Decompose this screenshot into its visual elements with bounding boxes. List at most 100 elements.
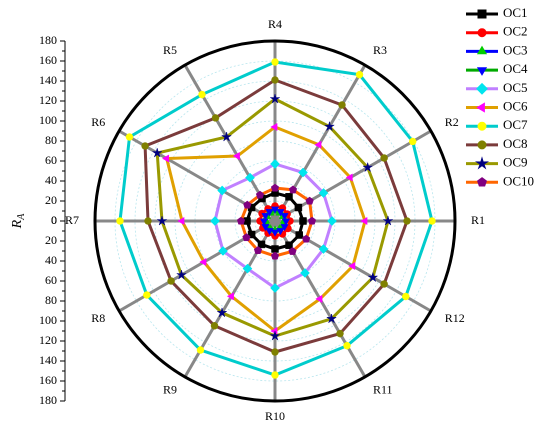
- y-tick-label: 20: [45, 193, 57, 207]
- axis-label: R3: [373, 43, 387, 57]
- marker: [298, 167, 308, 178]
- marker: [270, 251, 280, 260]
- marker: [295, 231, 303, 239]
- marker: [245, 172, 255, 183]
- marker: [141, 142, 149, 150]
- marker: [285, 241, 293, 249]
- marker: [318, 188, 329, 198]
- marker: [403, 217, 411, 225]
- marker: [408, 137, 417, 146]
- y-tick-label: 60: [45, 153, 57, 167]
- marker: [270, 283, 280, 293]
- marker: [243, 200, 252, 209]
- marker: [299, 217, 307, 225]
- y-tick-label: 180: [39, 33, 57, 47]
- y-tick-label: 20: [45, 233, 57, 247]
- legend-label: OC10: [503, 173, 534, 188]
- marker: [314, 140, 322, 149]
- marker: [380, 154, 388, 162]
- axis-label: R6: [91, 115, 105, 129]
- marker: [302, 234, 311, 243]
- marker: [271, 58, 279, 66]
- marker: [336, 329, 344, 338]
- marker: [428, 217, 436, 225]
- y-tick-label: 160: [39, 373, 57, 387]
- marker: [318, 244, 329, 254]
- marker: [355, 70, 364, 79]
- marker: [271, 76, 279, 84]
- marker: [270, 122, 278, 132]
- legend-label: OC2: [503, 24, 528, 39]
- marker: [323, 120, 336, 132]
- y-axis-label-main: R: [10, 219, 25, 229]
- marker: [285, 193, 293, 201]
- marker: [255, 190, 265, 199]
- marker: [220, 131, 233, 142]
- marker: [226, 292, 234, 301]
- marker: [261, 224, 270, 232]
- legend-label: OC7: [503, 117, 528, 132]
- marker: [144, 217, 152, 225]
- marker: [210, 322, 219, 330]
- axis-label: R1: [471, 213, 485, 227]
- marker: [294, 203, 303, 212]
- marker: [300, 268, 310, 278]
- marker: [338, 101, 346, 109]
- y-tick-label: 120: [39, 93, 57, 107]
- marker: [198, 90, 206, 99]
- marker: [270, 183, 280, 192]
- marker: [276, 228, 285, 236]
- y-tick-label: 140: [39, 73, 57, 87]
- y-tick-label: 80: [45, 293, 57, 307]
- legend-label: OC4: [503, 61, 528, 76]
- marker: [380, 280, 388, 288]
- marker: [269, 93, 281, 104]
- marker: [360, 216, 368, 226]
- marker: [175, 269, 187, 280]
- marker: [325, 313, 338, 324]
- legend-label: OC8: [503, 136, 528, 151]
- y-tick-label: 180: [39, 393, 57, 407]
- legend-marker: [476, 45, 488, 55]
- marker: [161, 154, 170, 163]
- marker: [253, 246, 263, 254]
- marker: [232, 151, 240, 161]
- legend-marker: [476, 102, 485, 113]
- marker: [236, 216, 246, 225]
- axis-label: R8: [91, 311, 105, 325]
- marker: [281, 218, 291, 226]
- marker: [307, 216, 317, 225]
- marker: [382, 215, 394, 226]
- marker: [270, 159, 280, 169]
- marker: [367, 271, 379, 283]
- legend-label: OC5: [503, 80, 528, 95]
- legend-marker: [477, 9, 487, 19]
- marker: [270, 206, 280, 214]
- marker: [167, 277, 175, 285]
- marker: [343, 341, 351, 350]
- legend-marker: [477, 177, 487, 187]
- marker: [257, 240, 266, 249]
- marker: [271, 348, 279, 356]
- legend-marker: [477, 121, 487, 131]
- y-tick-label: 100: [39, 313, 57, 327]
- marker: [315, 294, 323, 304]
- axis-label: R7: [65, 213, 79, 227]
- y-axis-label-sub: A: [16, 213, 27, 221]
- axis-label: R2: [445, 115, 459, 129]
- outer-circle: [93, 39, 457, 403]
- legend-label: OC6: [503, 98, 528, 113]
- axis-label: R9: [163, 382, 177, 396]
- marker: [259, 218, 269, 226]
- y-tick-label: 0: [51, 213, 57, 227]
- y-tick-label: 40: [45, 253, 57, 267]
- marker: [345, 173, 353, 182]
- marker: [288, 185, 298, 194]
- marker: [276, 209, 285, 217]
- marker: [271, 245, 279, 253]
- y-tick-label: 120: [39, 333, 57, 347]
- marker: [402, 292, 410, 301]
- legend-marker: [477, 140, 487, 150]
- marker: [280, 213, 289, 221]
